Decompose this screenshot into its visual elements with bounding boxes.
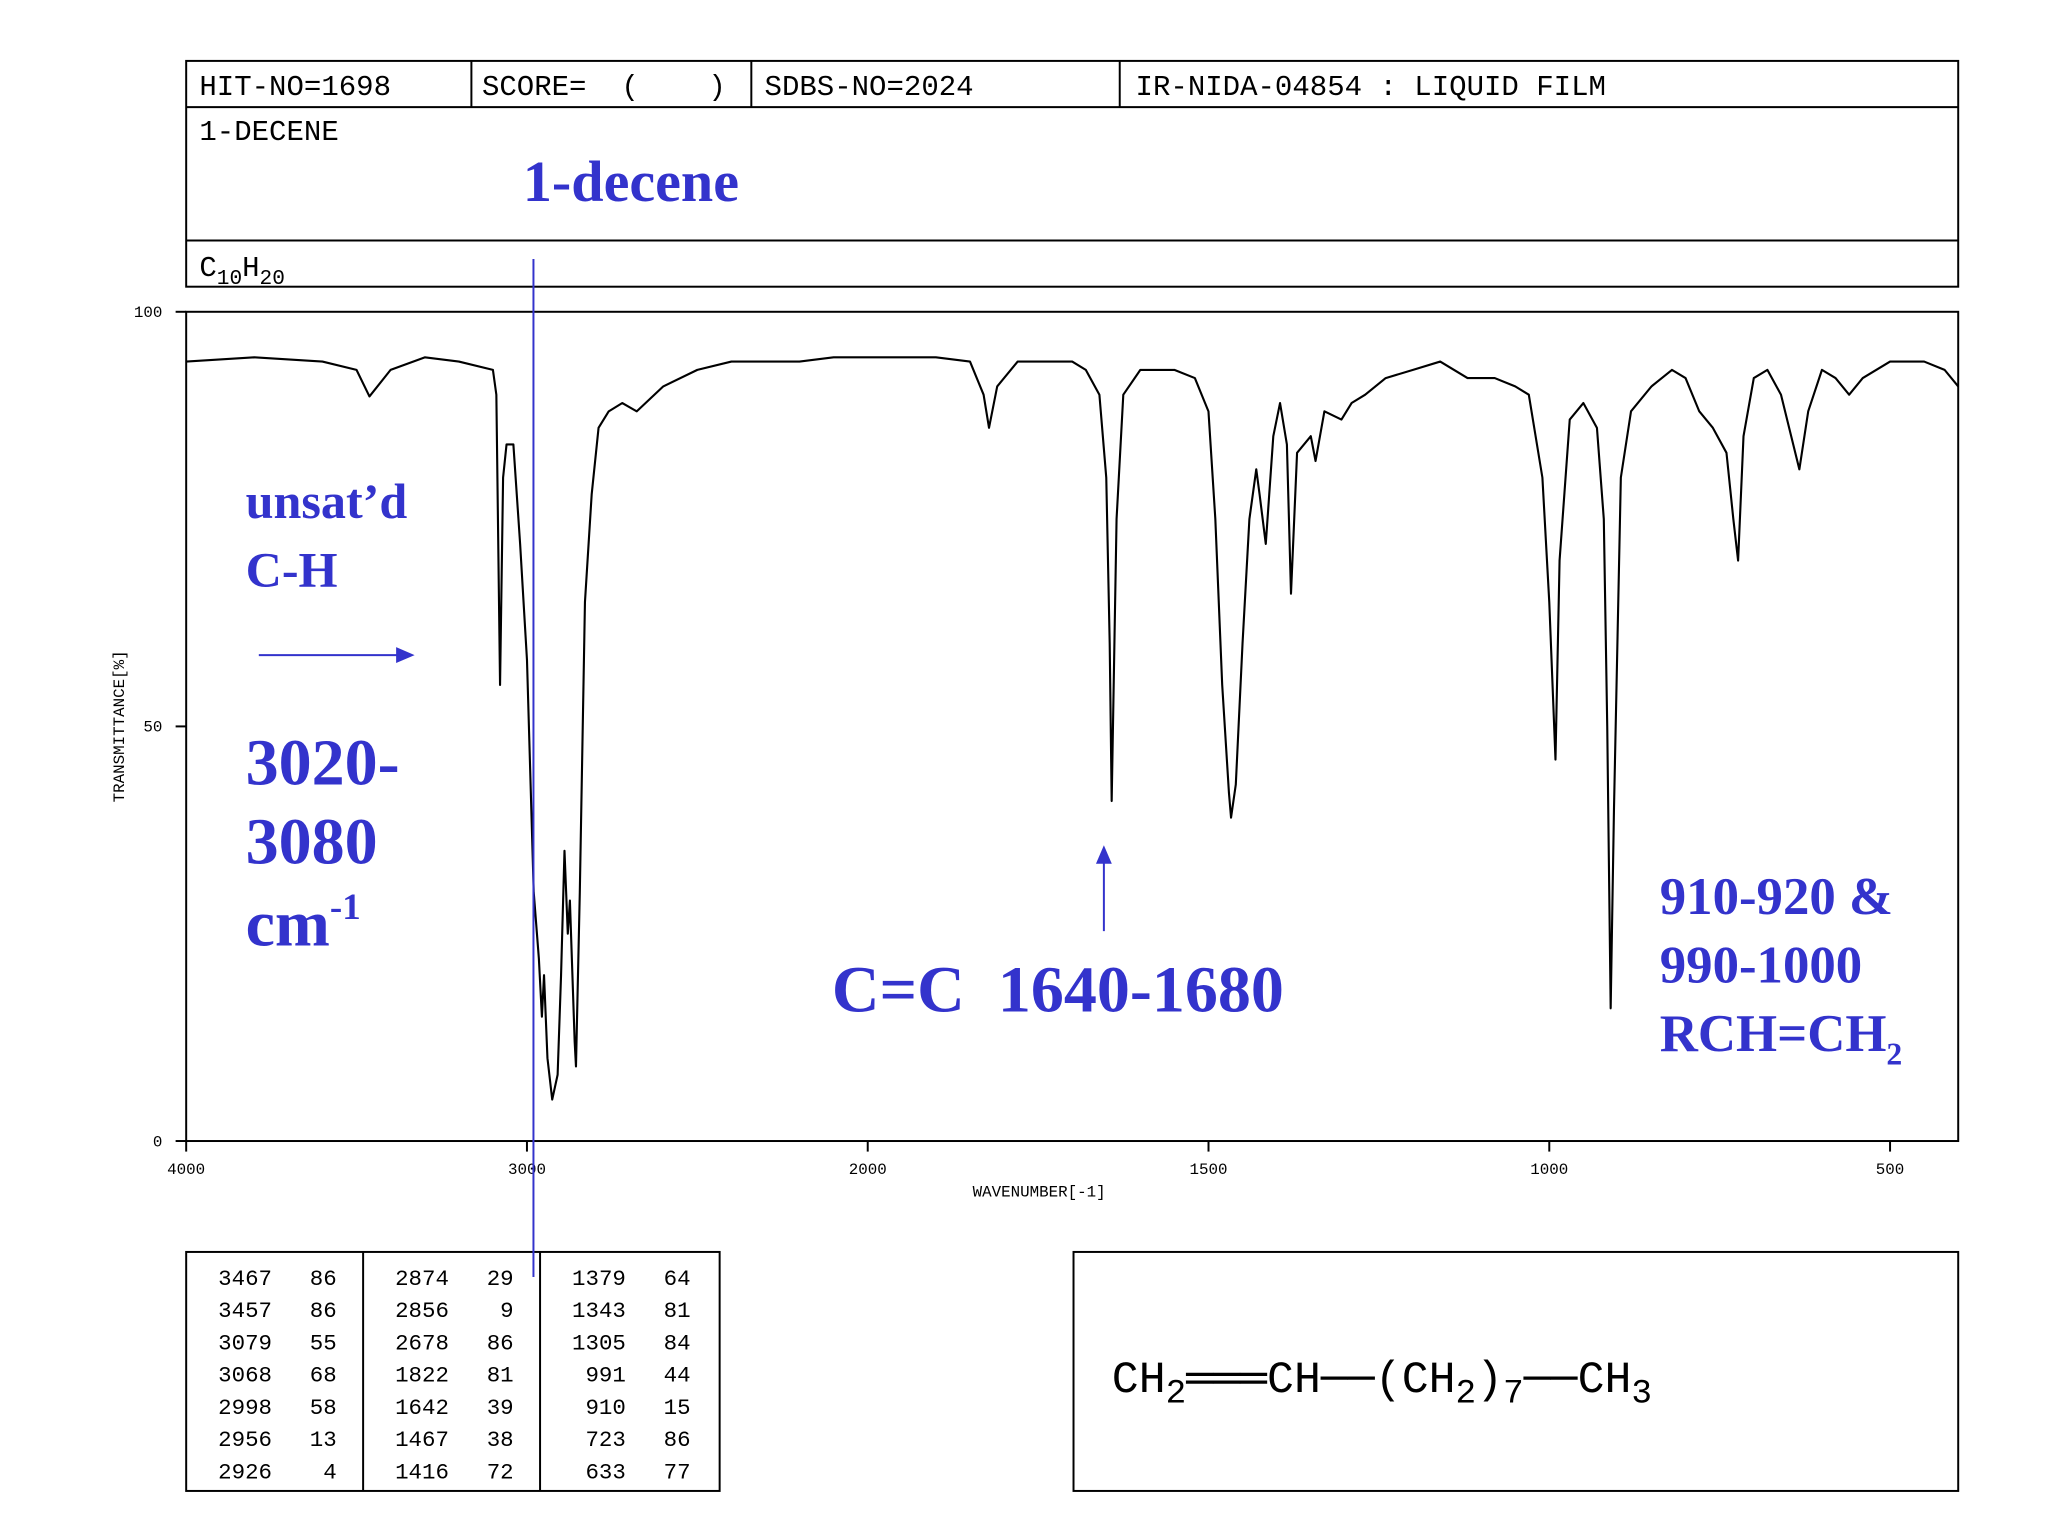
peak-transmittance: 13 <box>310 1427 337 1453</box>
hit-no: HIT-NO=1698 <box>199 71 391 104</box>
peak-transmittance: 86 <box>664 1427 691 1453</box>
formula-part: ═══CH──(CH <box>1185 1356 1455 1406</box>
peak-wavenumber: 1379 <box>572 1266 626 1292</box>
formula-part: C <box>199 252 216 285</box>
peak-transmittance: 15 <box>664 1395 691 1421</box>
peak-transmittance: 72 <box>487 1459 514 1485</box>
peak-wavenumber: 2926 <box>218 1459 272 1485</box>
x-tick-label: 500 <box>1876 1161 1905 1179</box>
subscript: 10 <box>217 267 242 291</box>
arrow-head <box>1095 845 1112 864</box>
peak-wavenumber: 2998 <box>218 1395 272 1421</box>
structure-frame <box>1072 1250 1960 1492</box>
y-tick-label: 0 <box>153 1133 163 1151</box>
peak-wavenumber: 3457 <box>218 1298 272 1324</box>
peak-wavenumber: 1642 <box>395 1395 449 1421</box>
peak-wavenumber: 2956 <box>218 1427 272 1453</box>
peak-table-frame <box>185 1250 721 1492</box>
formula-part: H <box>242 252 259 285</box>
peak-transmittance: 64 <box>664 1266 691 1292</box>
formula-part: ) <box>1476 1356 1503 1406</box>
peak-transmittance: 86 <box>310 1266 337 1292</box>
peak-transmittance: 84 <box>664 1330 691 1356</box>
peak-wavenumber: 3079 <box>218 1330 272 1356</box>
peak-wavenumber: 2874 <box>395 1266 449 1292</box>
peak-transmittance: 44 <box>664 1363 691 1389</box>
header: HIT-NO=1698 SCORE= ( ) SDBS-NO=2024 IR-N… <box>185 59 1960 291</box>
annotations: 1-decene unsat’d C-H 3020- 3080 cm-1 C=C… <box>246 149 1902 1278</box>
peak-transmittance: 38 <box>487 1427 514 1453</box>
subscript: 2 <box>1886 1036 1902 1071</box>
formula-part: CH <box>1112 1356 1166 1406</box>
plot: TRANSMITTANCE[%] WAVENUMBER[-1] 0 50 100 40… <box>111 304 1960 1201</box>
sdbs-no: SDBS-NO=2024 <box>765 71 974 104</box>
x-tick-label: 3000 <box>508 1161 546 1179</box>
annotation-alkene: C=C 1640-1680 <box>832 954 1284 1027</box>
peak-wavenumber: 910 <box>585 1395 625 1421</box>
peak-transmittance: 68 <box>310 1363 337 1389</box>
structure-box: CH2═══CH──(CH2)7──CH3 <box>1072 1250 1960 1492</box>
subscript: 3 <box>1631 1374 1652 1413</box>
unit: cm <box>246 888 330 961</box>
peak-wavenumber: 2856 <box>395 1298 449 1324</box>
peak-transmittance: 29 <box>487 1266 514 1292</box>
annotation-range: 3020- <box>246 727 400 800</box>
peak-wavenumber: 3467 <box>218 1266 272 1292</box>
x-tick-label: 4000 <box>167 1161 205 1179</box>
peak-wavenumber: 723 <box>585 1427 625 1453</box>
peak-transmittance: 39 <box>487 1395 514 1421</box>
peak-wavenumber: 1305 <box>572 1330 626 1356</box>
annotation-unsat: unsat’d <box>246 473 408 529</box>
subscript: 7 <box>1503 1374 1524 1413</box>
source: IR-NIDA-04854 : LIQUID FILM <box>1136 71 1606 104</box>
annotation-vinyl: RCH=CH2 <box>1660 1005 1902 1071</box>
subscript: 2 <box>1456 1374 1477 1413</box>
peak-wavenumber: 3068 <box>218 1363 272 1389</box>
x-axis-label: WAVENUMBER[-1] <box>973 1183 1106 1201</box>
annotation-vinyl: 990-1000 <box>1660 937 1862 995</box>
peak-wavenumber: 633 <box>585 1459 625 1485</box>
x-tick-label: 2000 <box>849 1161 887 1179</box>
peak-transmittance: 81 <box>664 1298 691 1324</box>
spectrum-line <box>186 356 1960 1101</box>
arrow-head <box>396 647 415 664</box>
formula-part: ──CH <box>1523 1356 1632 1406</box>
peak-wavenumber: 1467 <box>395 1427 449 1453</box>
peak-transmittance: 86 <box>310 1298 337 1324</box>
peak-wavenumber: 1343 <box>572 1298 626 1324</box>
structure-formula: CH2═══CH──(CH2)7──CH3 <box>1112 1356 1652 1414</box>
peak-wavenumber: 991 <box>585 1363 625 1389</box>
y-tick-label: 50 <box>143 719 162 737</box>
compound-name: 1-DECENE <box>199 116 338 149</box>
peak-transmittance: 77 <box>664 1459 691 1485</box>
x-tick-label: 1000 <box>1530 1161 1568 1179</box>
annotation-compound: 1-decene <box>523 149 739 214</box>
peak-transmittance: 86 <box>487 1330 514 1356</box>
peak-wavenumber: 1822 <box>395 1363 449 1389</box>
annotation-range: 3080 <box>246 806 378 879</box>
peak-transmittance: 9 <box>500 1298 513 1324</box>
annotation-vinyl: 910-920 & <box>1660 868 1893 926</box>
peak-wavenumber: 2678 <box>395 1330 449 1356</box>
x-tick-label: 1500 <box>1190 1161 1228 1179</box>
annotation-unsat: C-H <box>246 541 338 597</box>
vinyl-group: RCH=CH <box>1660 1005 1887 1063</box>
header-frame <box>185 59 1960 288</box>
formula: C10H20 <box>199 252 285 291</box>
subscript: 2 <box>1166 1374 1187 1413</box>
peak-transmittance: 81 <box>487 1363 514 1389</box>
annotation-range: cm-1 <box>246 886 361 960</box>
unit-exponent: -1 <box>330 886 361 927</box>
score: SCORE= ( ) <box>482 71 726 104</box>
subscript: 20 <box>260 267 285 291</box>
peak-wavenumber: 1416 <box>395 1459 449 1485</box>
peak-transmittance: 4 <box>323 1459 336 1485</box>
y-tick-label: 100 <box>134 304 163 322</box>
y-axis-label: TRANSMITTANCE[%] <box>111 650 129 802</box>
peak-transmittance: 58 <box>310 1395 337 1421</box>
peak-transmittance: 55 <box>310 1330 337 1356</box>
